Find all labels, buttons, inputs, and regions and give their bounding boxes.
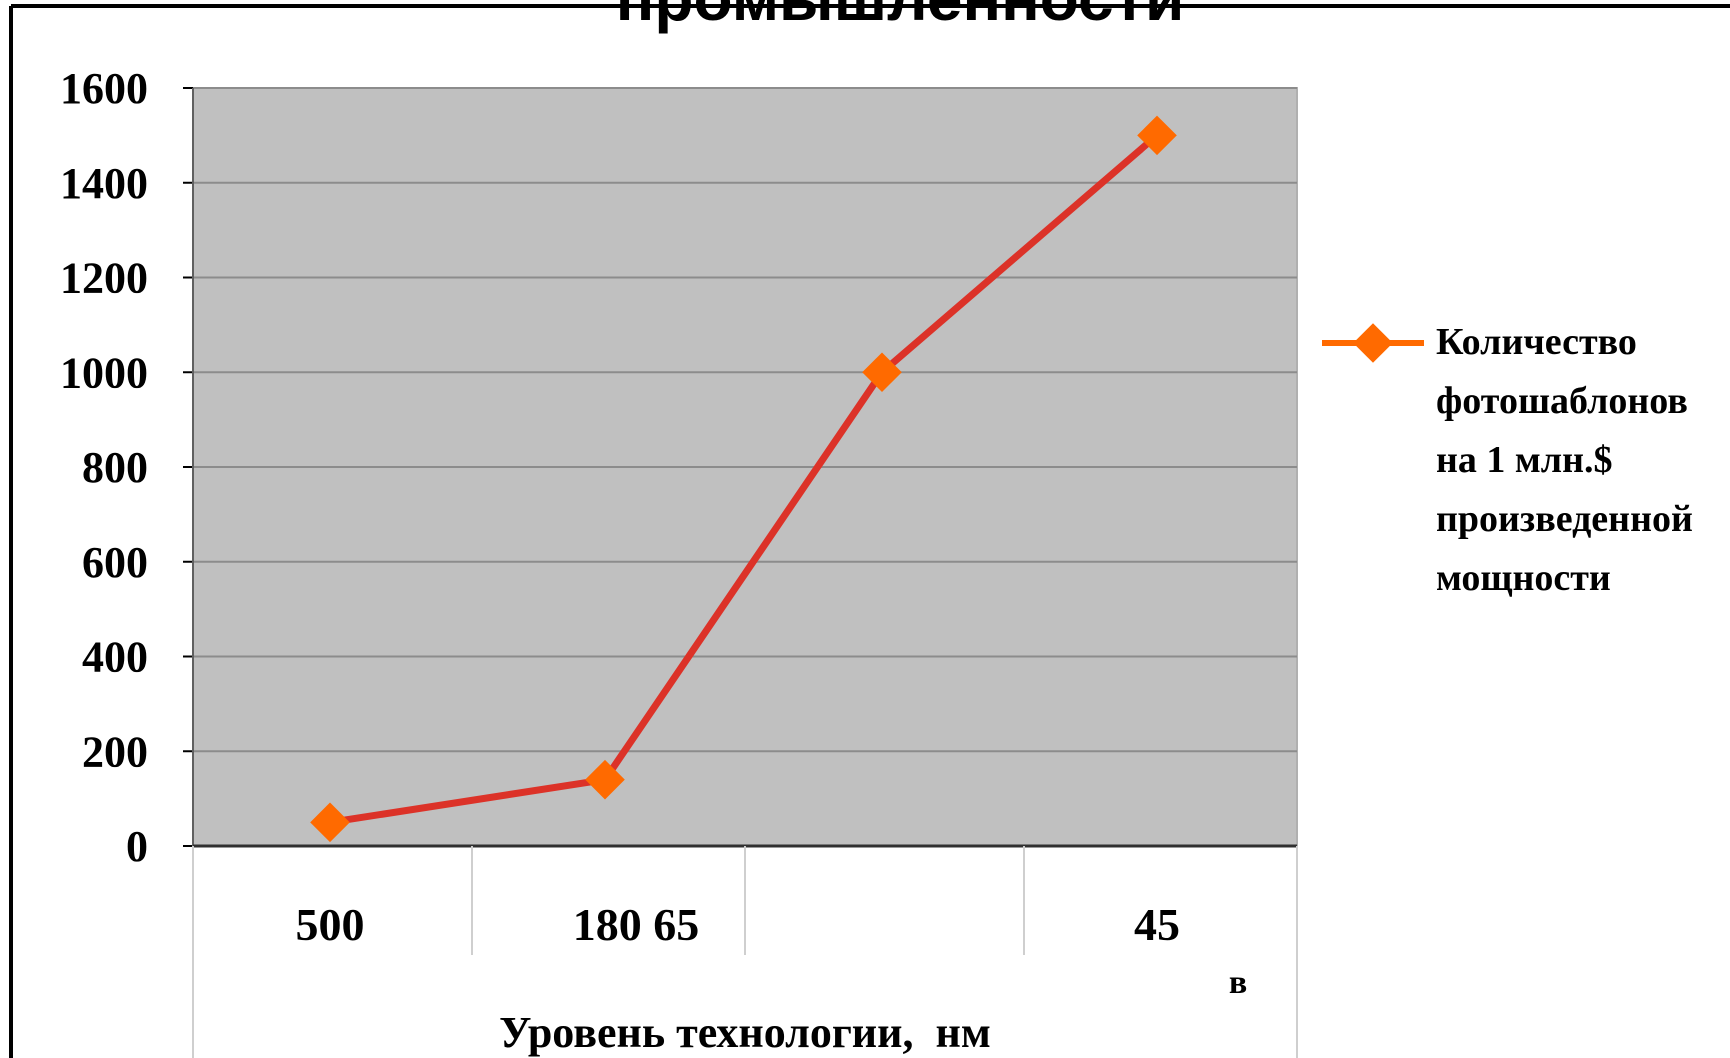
category-label: 500 (296, 899, 365, 950)
legend-text-line: мощности (1436, 557, 1611, 599)
category-label: 45 (1134, 899, 1180, 950)
y-tick-label: 1000 (60, 348, 148, 397)
y-tick-label: 1600 (60, 64, 148, 113)
y-tick-label: 800 (82, 443, 148, 492)
legend-text-line: на 1 млн.$ (1436, 439, 1613, 481)
chart-title: промышленности (616, 0, 1185, 34)
category-labels: 500 180 65 45 (296, 899, 1181, 950)
legend: Количество фотошаблонов на 1 млн.$ произвед… (1322, 321, 1693, 599)
legend-text-line: Количество (1436, 321, 1637, 363)
data-point-marker (310, 802, 350, 843)
legend-text-line: произведенной (1436, 498, 1693, 540)
y-tick-label: 400 (82, 633, 148, 682)
y-axis-ticks: 0 200 400 600 800 1000 1200 1400 1600 (60, 64, 1297, 871)
series-layer (310, 115, 1177, 843)
axis-note: в (1229, 964, 1247, 1001)
legend-label: Количество фотошаблонов на 1 млн.$ произвед… (1436, 321, 1693, 599)
category-label: 180 65 (573, 899, 700, 950)
y-tick-label: 1200 (60, 254, 148, 303)
category-axis (192, 846, 1298, 1058)
y-tick-label: 600 (82, 538, 148, 587)
y-tick-label: 1400 (60, 159, 148, 208)
gridlines (193, 87, 1297, 753)
data-point-marker (862, 352, 902, 393)
y-tick-label: 200 (82, 727, 148, 776)
outer-frame (9, 4, 1730, 1058)
series-line (326, 131, 1161, 826)
y-tick-label: 0 (126, 822, 148, 871)
legend-text-line: фотошаблонов (1436, 380, 1688, 422)
x-axis-title: Уровень технологии, нм (499, 1008, 991, 1057)
data-point-marker (585, 759, 625, 800)
